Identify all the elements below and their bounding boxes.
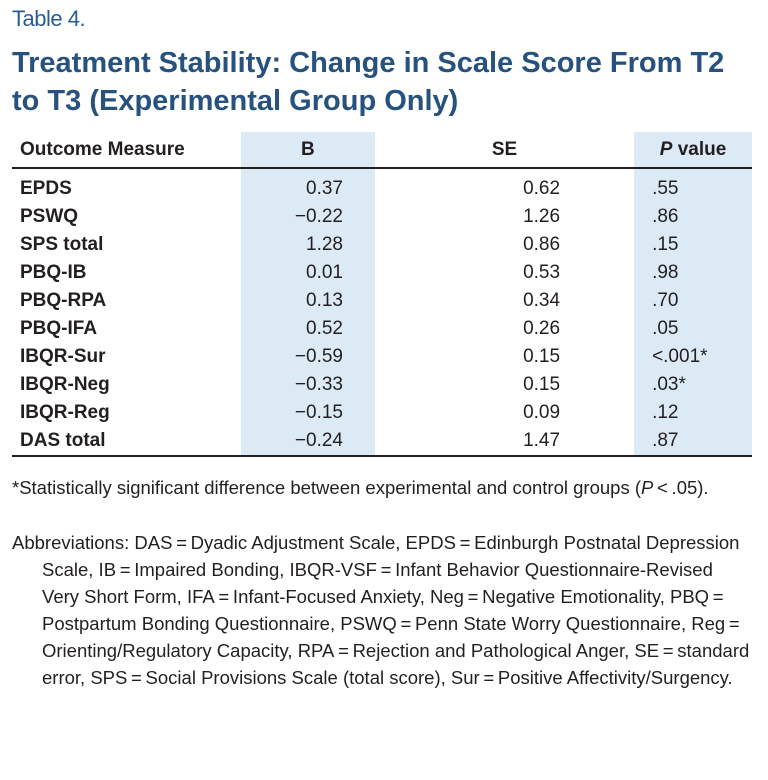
row-label: PBQ-RPA: [20, 290, 107, 311]
cell: 0.26: [523, 318, 561, 339]
column-header: SE: [374, 132, 635, 169]
row-label: IBQR-Sur: [20, 346, 106, 367]
table-label: Table 4.: [12, 6, 86, 31]
cell: .05: [634, 315, 752, 343]
footnote-text: < .05).: [653, 477, 709, 498]
header-text: value: [677, 138, 727, 160]
table-row: PBQ-RPA 0.13 0.34 .70: [12, 287, 752, 315]
header-italic: P: [659, 138, 673, 160]
table-row: IBQR-Reg −0.15 0.09 .12: [12, 399, 752, 427]
cell: −0.33: [240, 371, 375, 399]
row-label: IBQR-Reg: [20, 402, 110, 423]
cell: 1.26: [523, 206, 561, 227]
cell: −0.24: [240, 427, 375, 457]
row-label: EPDS: [20, 178, 72, 199]
cell: 1.47: [374, 427, 635, 457]
cell: 0.53: [523, 262, 561, 283]
row-label: PBQ-IFA: [20, 318, 98, 339]
cell: .55: [634, 168, 752, 203]
cell: .03*: [634, 371, 752, 399]
cell: .15: [634, 231, 752, 259]
cell: .87: [634, 427, 752, 457]
abbreviations: Abbreviations: DAS = Dyadic Adjustment S…: [12, 532, 750, 688]
cell: −0.15: [240, 399, 375, 427]
cell: 0.62: [523, 178, 561, 199]
table-title: Treatment Stability: Change in Scale Sco…: [12, 47, 725, 117]
row-label: PBQ-IB: [20, 262, 87, 283]
row-label: IBQR-Neg: [20, 374, 110, 395]
row-label: SPS total: [20, 234, 104, 255]
cell: −0.59: [240, 343, 375, 371]
cell: 0.37: [240, 168, 375, 203]
header-row: Outcome Measure B SE P value: [12, 132, 752, 169]
cell: .98: [634, 259, 752, 287]
cell: 1.28: [240, 231, 375, 259]
table-row: IBQR-Neg −0.33 0.15 .03*: [12, 371, 752, 399]
cell: <.001*: [634, 343, 752, 371]
table-row: PBQ-IFA 0.52 0.26 .05: [12, 315, 752, 343]
cell: 0.52: [240, 315, 375, 343]
column-header: Outcome Measure: [12, 132, 241, 169]
row-label: PSWQ: [20, 206, 79, 227]
table-row: EPDS 0.37 0.62 .55: [12, 168, 752, 203]
footnote-italic: P: [641, 477, 654, 498]
data-table: Outcome Measure B SE P value EPDS 0.37 0.62.5…: [12, 132, 752, 457]
table-head: Outcome Measure B SE P value: [12, 132, 752, 169]
cell: 0.13: [240, 287, 375, 315]
cell: −0.22: [240, 203, 375, 231]
cell: .86: [634, 203, 752, 231]
table-body: EPDS 0.37 0.62.55 PSWQ −0.22 1.26.86 SPS total…: [12, 168, 752, 457]
table-row: IBQR-Sur −0.59 0.15 <.001*: [12, 343, 752, 371]
cell: 0.86: [523, 234, 561, 255]
cell: 0.34: [523, 290, 561, 311]
footnote-text: *Statistically significant difference be…: [12, 477, 641, 498]
cell: 0.01: [240, 259, 375, 287]
cell: 0.15: [523, 374, 561, 395]
table-row: SPS total 1.28 0.86 .15: [12, 231, 752, 259]
footnote: *Statistically significant difference be…: [12, 474, 752, 501]
cell: .70: [634, 287, 752, 315]
row-label: DAS total: [12, 427, 241, 457]
column-header: P value: [634, 132, 752, 169]
cell: 0.15: [523, 346, 561, 367]
cell: 0.09: [523, 402, 561, 423]
column-header: B: [240, 132, 375, 169]
table-row: PSWQ −0.22 1.26 .86: [12, 203, 752, 231]
cell: .12: [634, 399, 752, 427]
table-row: PBQ-IB 0.01 0.53 .98: [12, 259, 752, 287]
table-row: DAS total −0.24 1.47.87: [12, 427, 752, 457]
